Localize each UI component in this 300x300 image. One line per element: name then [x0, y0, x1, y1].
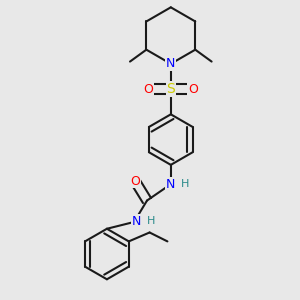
Text: H: H [147, 216, 155, 226]
Text: O: O [130, 175, 140, 188]
Text: N: N [132, 215, 141, 228]
Text: H: H [181, 179, 190, 189]
Text: N: N [166, 57, 176, 70]
Text: S: S [167, 82, 175, 96]
Text: O: O [188, 82, 198, 96]
Text: N: N [166, 178, 176, 191]
Text: O: O [144, 82, 154, 96]
